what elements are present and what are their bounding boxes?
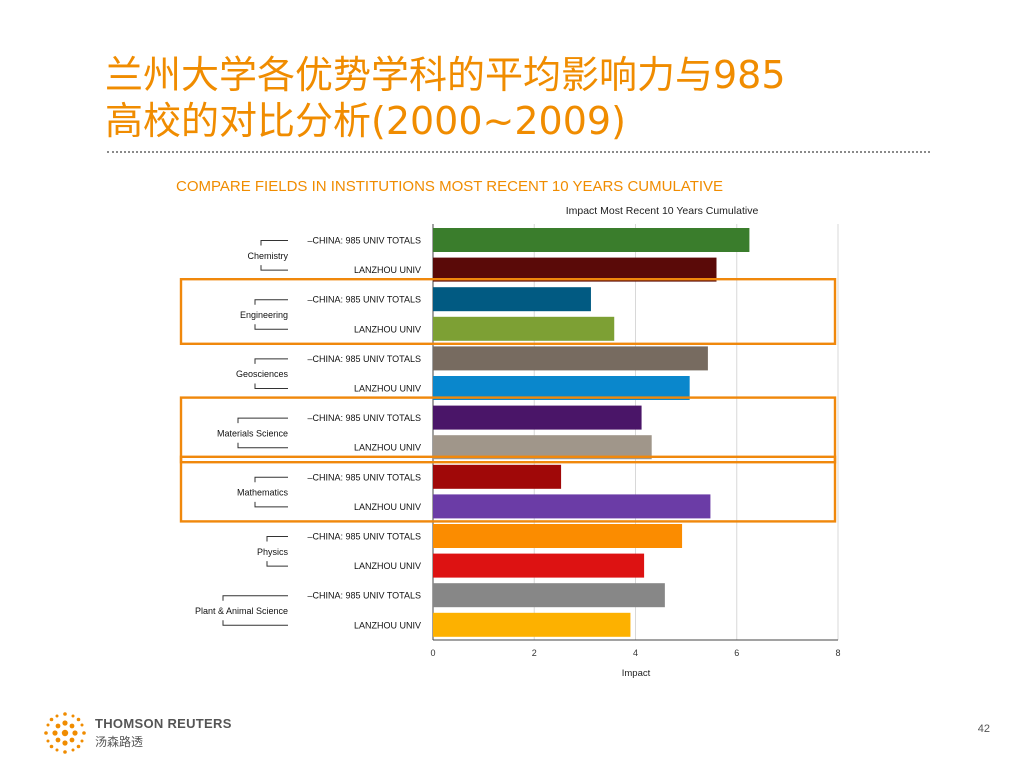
x-tick-label: 2 xyxy=(532,648,537,658)
bar xyxy=(433,553,645,578)
x-tick-label: 6 xyxy=(734,648,739,658)
bar-category-label: –CHINA: 985 UNIV TOTALS xyxy=(307,354,421,364)
page-number: 42 xyxy=(977,723,990,735)
bar xyxy=(433,435,652,460)
bar xyxy=(433,524,683,548)
field-label: Chemistry xyxy=(247,251,288,261)
bar xyxy=(433,228,750,252)
bar xyxy=(433,583,665,608)
bar-category-label: –CHINA: 985 UNIV TOTALS xyxy=(307,532,421,542)
bar xyxy=(433,494,711,519)
bar xyxy=(433,346,708,371)
bracket-line xyxy=(266,561,288,567)
chart-title: Impact Most Recent 10 Years Cumulative xyxy=(566,205,759,217)
brand-name-en: THOMSON REUTERS xyxy=(95,716,232,731)
bar xyxy=(433,287,591,312)
highlight-box xyxy=(179,455,837,523)
brand-name-cn: 汤森路透 xyxy=(95,735,144,749)
thomson-reuters-logo-icon xyxy=(44,712,86,754)
bracket-line xyxy=(260,240,288,246)
bracket-line xyxy=(222,620,288,626)
bracket-line xyxy=(237,417,288,424)
bracket-line xyxy=(254,501,288,508)
slide-title-line2: 高校的对比分析(2000~2009) xyxy=(105,99,626,143)
x-tick-label: 4 xyxy=(633,648,638,658)
bracket-line xyxy=(254,383,288,389)
bracket-line xyxy=(254,358,288,364)
highlight-box xyxy=(179,278,837,346)
slide-title-line1: 兰州大学各优势学科的平均影响力与985 xyxy=(105,53,786,97)
bar-category-label: LANZHOU UNIV xyxy=(354,620,421,630)
bar xyxy=(433,612,631,637)
highlight-box xyxy=(179,396,837,464)
bar-category-label: LANZHOU UNIV xyxy=(354,265,421,275)
title-divider xyxy=(107,151,930,153)
field-label: Plant & Animal Science xyxy=(195,606,288,616)
bar-category-label: LANZHOU UNIV xyxy=(354,502,421,512)
bar xyxy=(433,257,717,282)
bar-category-label: LANZHOU UNIV xyxy=(354,384,421,394)
bar-category-label: –CHINA: 985 UNIV TOTALS xyxy=(307,413,421,423)
bar-category-label: –CHINA: 985 UNIV TOTALS xyxy=(307,591,421,601)
field-label: Physics xyxy=(257,547,289,557)
bar xyxy=(433,405,642,430)
field-label: Materials Science xyxy=(217,428,288,438)
bar xyxy=(433,464,562,489)
field-label: Geosciences xyxy=(236,369,289,379)
slide-title: 兰州大学各优势学科的平均影响力与985 高校的对比分析(2000~2009) xyxy=(105,52,945,144)
bracket-line xyxy=(254,324,288,330)
bar-chart: 0 2 4 6 8 Impact Most Recent 10 Years Cumulat… xyxy=(179,205,841,679)
bracket-line xyxy=(237,442,288,449)
bracket-line xyxy=(260,265,288,271)
bar-category-label: LANZHOU UNIV xyxy=(354,443,421,453)
field-label: Engineering xyxy=(240,310,288,320)
x-tick-label: 0 xyxy=(430,648,435,658)
bar-category-label: –CHINA: 985 UNIV TOTALS xyxy=(307,295,421,305)
bar-category-label: LANZHOU UNIV xyxy=(354,561,421,571)
bracket-line xyxy=(266,536,288,542)
bar xyxy=(433,316,615,341)
bar-category-label: –CHINA: 985 UNIV TOTALS xyxy=(307,472,421,482)
bracket-line xyxy=(254,299,288,305)
x-tick-label: 8 xyxy=(835,648,840,658)
bracket-line xyxy=(254,476,288,483)
x-axis-label: Impact xyxy=(622,668,651,679)
bracket-line xyxy=(222,595,288,601)
bar-category-label: LANZHOU UNIV xyxy=(354,324,421,334)
bar xyxy=(433,376,690,400)
bar-category-label: –CHINA: 985 UNIV TOTALS xyxy=(307,236,421,246)
field-label: Mathematics xyxy=(237,488,289,498)
chart-heading: COMPARE FIELDS IN INSTITUTIONS MOST RECE… xyxy=(176,178,724,195)
